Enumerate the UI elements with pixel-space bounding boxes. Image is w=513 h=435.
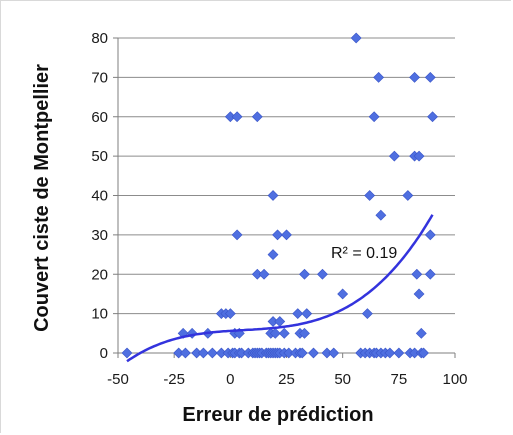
data-point <box>198 348 208 358</box>
data-point <box>268 250 278 260</box>
y-tick-label: 70 <box>91 69 108 86</box>
y-tick-label: 30 <box>91 227 108 244</box>
x-tick-label: 75 <box>390 371 407 388</box>
data-point <box>252 112 262 122</box>
data-point <box>317 269 327 279</box>
data-point <box>232 230 242 240</box>
data-point <box>293 309 303 319</box>
gridlines <box>118 38 455 314</box>
r-squared-label: R² = 0.19 <box>331 245 397 262</box>
data-point <box>394 348 404 358</box>
data-point <box>279 328 289 338</box>
data-point <box>273 230 283 240</box>
data-point <box>416 328 426 338</box>
data-point <box>232 112 242 122</box>
data-point <box>275 317 285 327</box>
y-tick-label: 80 <box>91 30 108 47</box>
data-point <box>259 269 269 279</box>
data-point <box>268 191 278 201</box>
data-point <box>299 269 309 279</box>
y-tick-label: 50 <box>91 148 108 165</box>
data-point <box>308 348 318 358</box>
data-point <box>374 72 384 82</box>
x-tick-label: 100 <box>442 371 467 388</box>
data-point <box>425 269 435 279</box>
data-point <box>389 151 399 161</box>
data-point <box>414 289 424 299</box>
y-tick-label: 0 <box>100 345 108 362</box>
data-point <box>365 191 375 201</box>
y-axis-title: Couvert ciste de Montpellier <box>31 64 53 332</box>
x-tick-label: 25 <box>278 371 295 388</box>
data-point <box>282 230 292 240</box>
data-point <box>302 309 312 319</box>
x-axis-title: Erreur de prédiction <box>182 404 373 426</box>
x-tick-label: -25 <box>163 371 185 388</box>
data-point <box>428 112 438 122</box>
data-point <box>376 210 386 220</box>
data-point <box>403 191 413 201</box>
data-point <box>369 112 379 122</box>
data-point <box>412 269 422 279</box>
y-tick-label: 60 <box>91 109 108 126</box>
y-tick-label: 40 <box>91 188 108 205</box>
x-tick-label: 0 <box>226 371 234 388</box>
data-point <box>338 289 348 299</box>
x-tick-label: -50 <box>107 371 129 388</box>
data-point <box>410 72 420 82</box>
data-point <box>351 33 361 43</box>
y-tick-label: 10 <box>91 306 108 323</box>
data-point <box>122 348 132 358</box>
data-point <box>425 72 435 82</box>
data-point <box>329 348 339 358</box>
data-point <box>180 348 190 358</box>
data-point <box>425 230 435 240</box>
x-tick-label: 50 <box>334 371 351 388</box>
data-point <box>362 309 372 319</box>
y-tick-label: 20 <box>91 266 108 283</box>
data-point <box>207 348 217 358</box>
